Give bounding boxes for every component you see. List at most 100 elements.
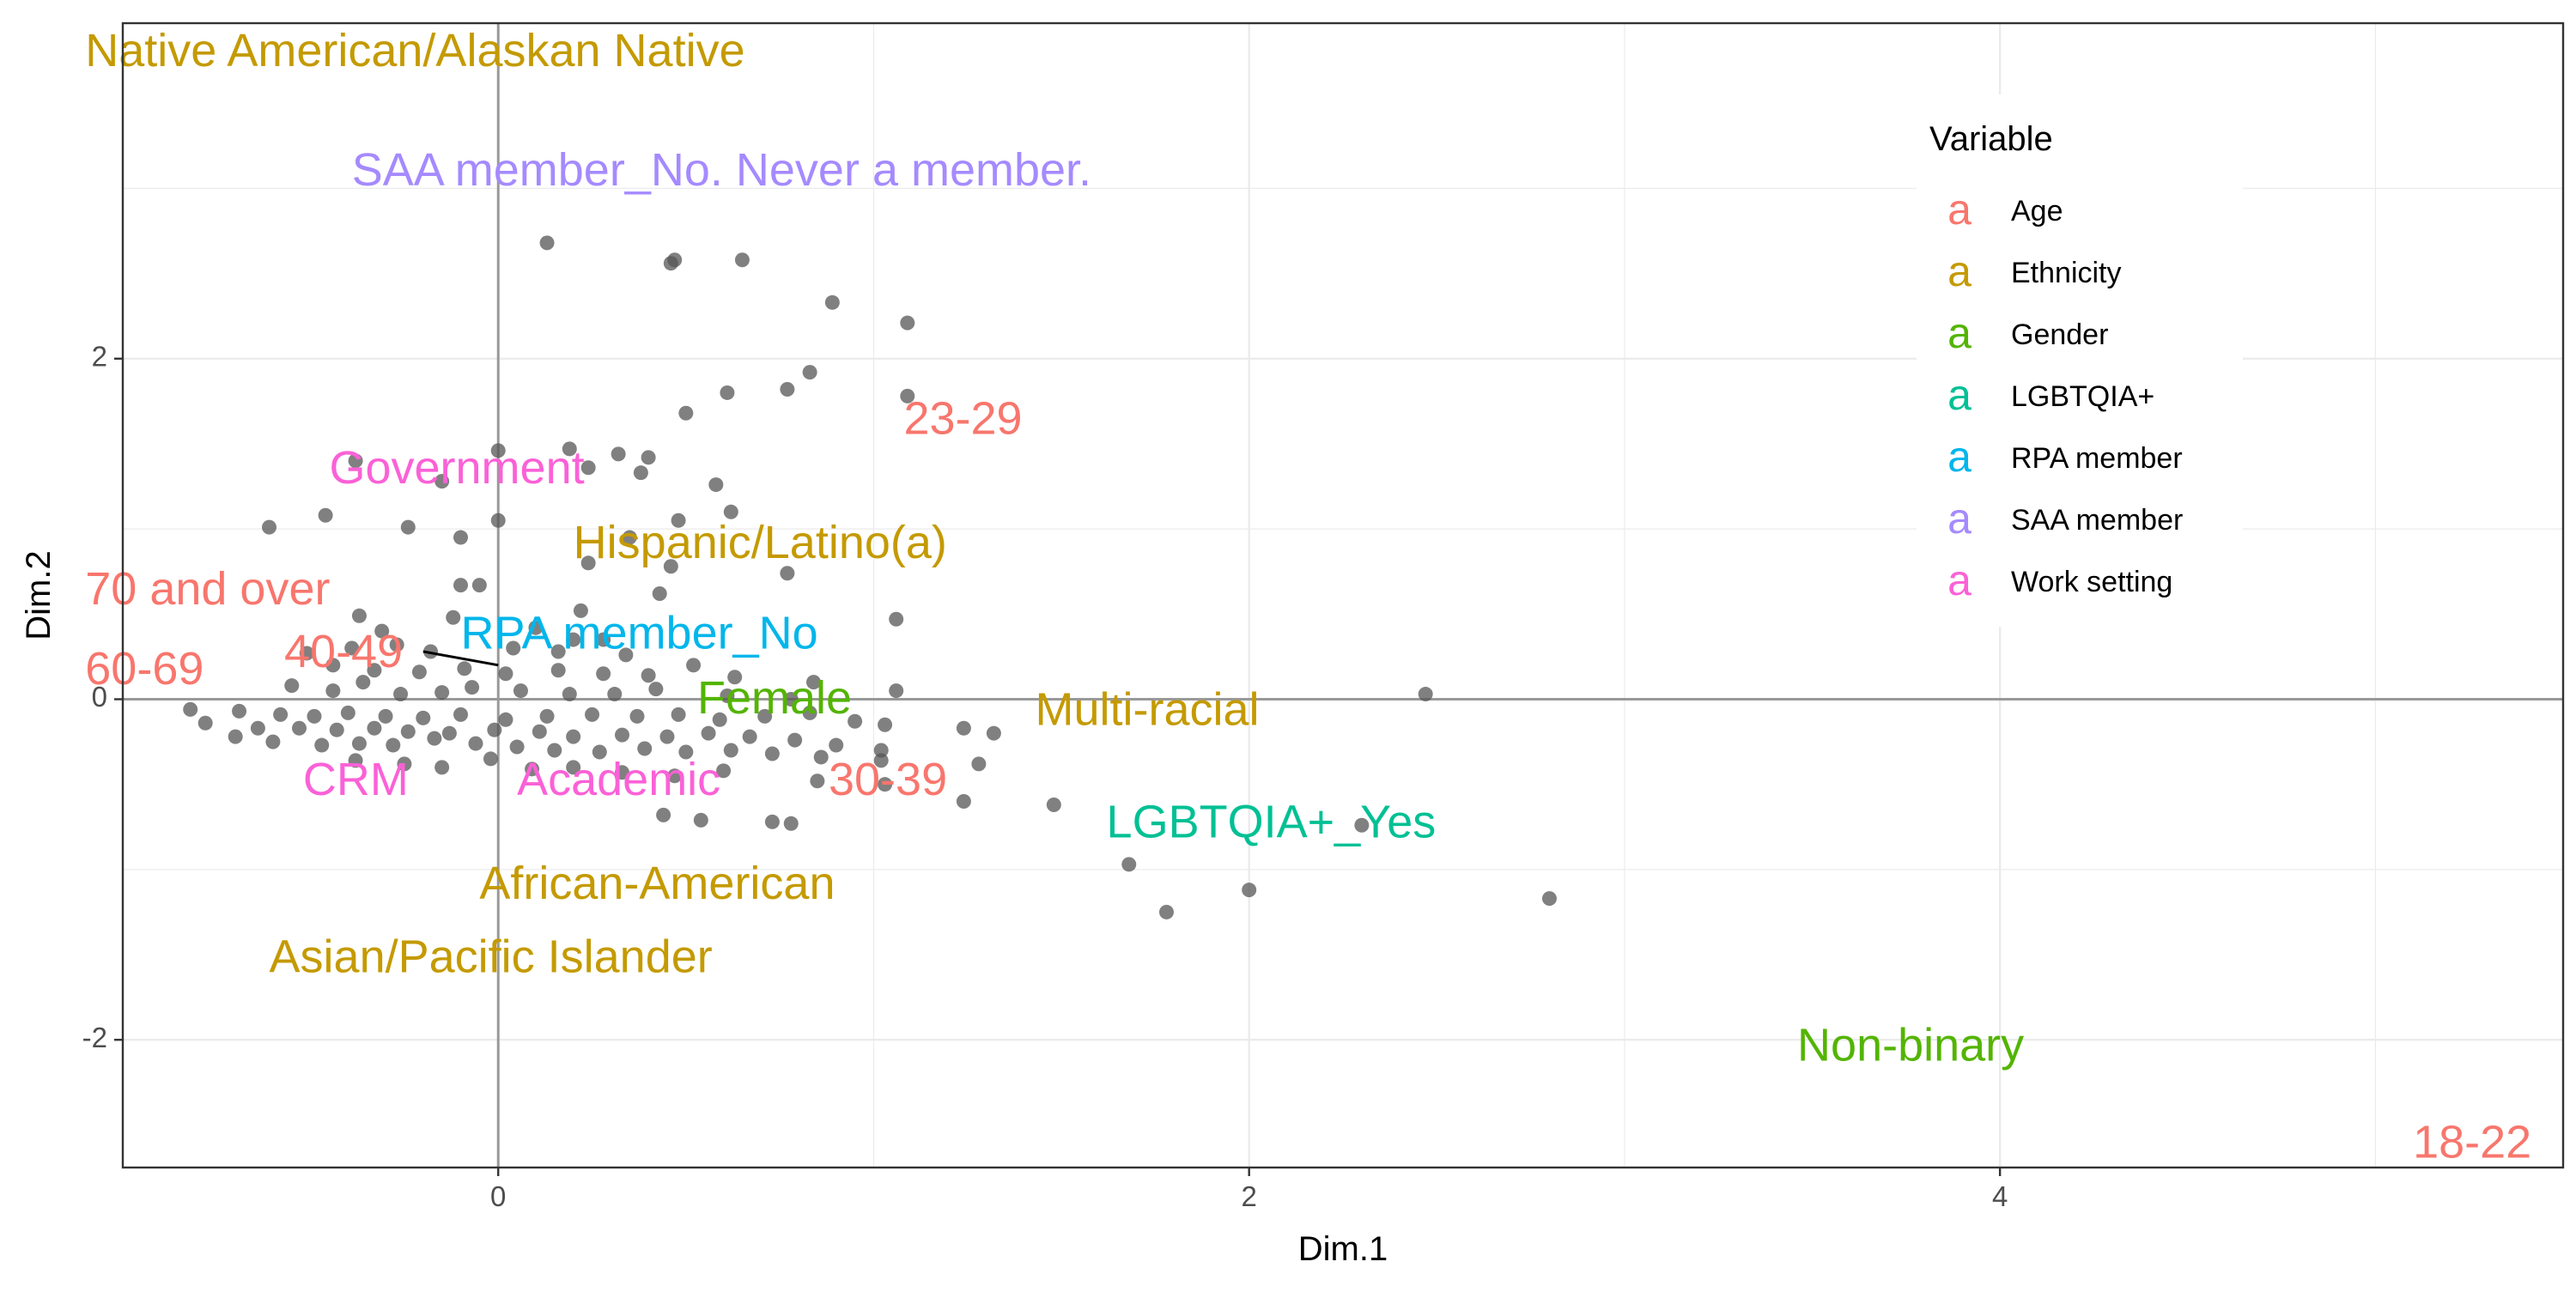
data-point: [468, 736, 483, 751]
data-point: [667, 252, 683, 268]
legend-entry-label: Age: [2011, 195, 2063, 227]
data-point: [262, 519, 277, 535]
data-point: [386, 737, 401, 753]
data-point: [806, 675, 822, 690]
category-label: LGBTQIA+_Yes: [1107, 797, 1437, 848]
data-point: [787, 732, 803, 748]
x-axis-label: Dim.1: [1298, 1230, 1388, 1268]
x-tick-label: 4: [1992, 1180, 2008, 1212]
data-point: [509, 739, 525, 755]
data-point: [562, 441, 577, 457]
data-point: [641, 450, 656, 465]
data-point: [273, 707, 289, 722]
y-tick-label: -2: [82, 1022, 107, 1053]
category-label: African-American: [479, 858, 835, 909]
data-point: [498, 666, 513, 682]
category-label: 60-69: [85, 643, 204, 695]
data-point: [580, 555, 596, 571]
data-point: [648, 682, 664, 697]
data-point: [539, 235, 555, 251]
data-point: [663, 559, 678, 574]
legend-key-glyph: a: [1947, 556, 1971, 604]
data-point: [532, 724, 547, 739]
data-point: [284, 678, 300, 694]
data-point: [633, 465, 648, 481]
data-point: [802, 365, 817, 380]
data-point: [528, 620, 544, 635]
data-point: [487, 722, 502, 737]
data-point: [325, 683, 341, 699]
data-point: [457, 661, 472, 676]
category-label: Academic: [517, 754, 720, 805]
data-point: [483, 751, 498, 767]
data-point: [878, 777, 893, 792]
data-point: [1418, 687, 1433, 702]
data-point: [329, 722, 344, 737]
category-label: 18-22: [2413, 1116, 2531, 1168]
data-point: [506, 640, 521, 656]
data-point: [340, 705, 355, 720]
data-point: [720, 688, 735, 704]
data-point: [228, 729, 243, 744]
y-axis-label: Dim.2: [20, 550, 58, 640]
data-point: [427, 731, 442, 746]
data-point: [348, 453, 363, 469]
data-point: [659, 729, 675, 744]
data-point: [889, 683, 904, 699]
data-point: [686, 658, 702, 673]
data-point: [411, 664, 427, 680]
data-point: [566, 632, 581, 647]
data-point: [367, 720, 382, 736]
data-point: [956, 794, 971, 810]
data-point: [471, 578, 487, 593]
data-point: [325, 658, 341, 673]
data-point: [592, 744, 607, 760]
data-point: [550, 663, 566, 678]
data-point: [956, 720, 971, 736]
data-point: [299, 646, 314, 661]
data-point: [878, 717, 893, 732]
data-point: [351, 736, 367, 751]
data-point: [712, 712, 727, 727]
data-point: [416, 710, 431, 725]
data-point: [596, 632, 611, 647]
data-point: [780, 566, 795, 581]
category-label: CRM: [303, 754, 409, 805]
data-point: [453, 530, 469, 545]
category-label: Non-binary: [1797, 1019, 2024, 1071]
data-point: [585, 707, 600, 722]
legend-key-glyph: a: [1947, 309, 1971, 357]
data-point: [197, 715, 213, 731]
data-point: [1046, 797, 1061, 812]
data-point: [434, 685, 450, 701]
data-point: [727, 670, 743, 685]
data-point: [889, 611, 904, 627]
legend-key-glyph: a: [1947, 247, 1971, 295]
data-point: [716, 763, 732, 779]
data-point: [318, 507, 333, 523]
legend-title: Variable: [1929, 120, 2053, 158]
data-point: [423, 644, 439, 659]
data-point: [291, 720, 307, 736]
data-point: [701, 725, 716, 741]
data-point: [393, 687, 409, 702]
legend-key-glyph: a: [1947, 371, 1971, 419]
data-point: [344, 640, 360, 656]
data-point: [734, 252, 750, 268]
data-point: [637, 741, 653, 756]
legend-key-glyph: a: [1947, 185, 1971, 234]
data-point: [434, 474, 450, 489]
data-point: [824, 294, 840, 310]
data-point: [802, 705, 817, 720]
data-point: [622, 530, 637, 545]
data-point: [629, 708, 645, 724]
data-point: [813, 749, 829, 765]
legend-entry-label: Ethnicity: [2011, 257, 2122, 289]
data-point: [873, 753, 889, 768]
data-point: [671, 707, 686, 722]
data-point: [400, 519, 416, 535]
data-point: [678, 744, 694, 760]
legend-key-glyph: a: [1947, 433, 1971, 481]
